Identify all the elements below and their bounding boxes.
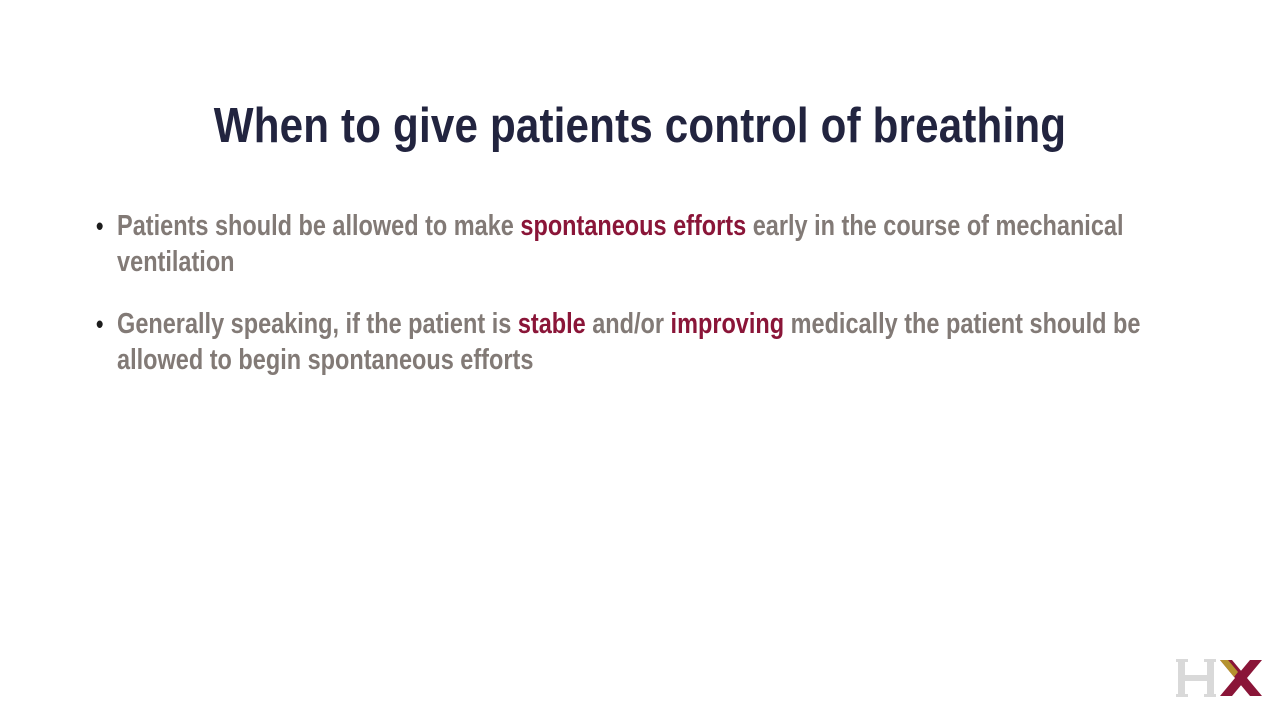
bullet-2-text-middle: and/or — [585, 308, 671, 340]
logo-x-mark — [1220, 660, 1262, 696]
bullet-item-1: • Patients should be allowed to make spo… — [96, 208, 1170, 280]
bullet-marker: • — [96, 211, 104, 241]
bullet-2-text-end: medically the patient should be allowed … — [117, 308, 1141, 376]
bullet-2-highlight-improving: improving — [670, 308, 785, 340]
hx-logo: HX — [1176, 659, 1262, 697]
logo-h-mark — [1176, 659, 1216, 697]
bullet-1-text-start: Patients should be allowed to make — [117, 210, 521, 242]
bullet-list: • Patients should be allowed to make spo… — [96, 208, 1196, 404]
bullet-item-2: • Generally speaking, if the patient is … — [96, 306, 1170, 378]
bullet-marker: • — [96, 309, 104, 339]
bullet-2-text-start: Generally speaking, if the patient is — [117, 308, 518, 340]
bullet-1-text-end: early in the course of mechanical ventil… — [117, 210, 1124, 278]
bullet-1-highlight-spontaneous-efforts: spontaneous efforts — [520, 210, 747, 242]
slide-title: When to give patients control of breathi… — [213, 99, 1067, 153]
bullet-2-highlight-stable: stable — [517, 308, 586, 340]
